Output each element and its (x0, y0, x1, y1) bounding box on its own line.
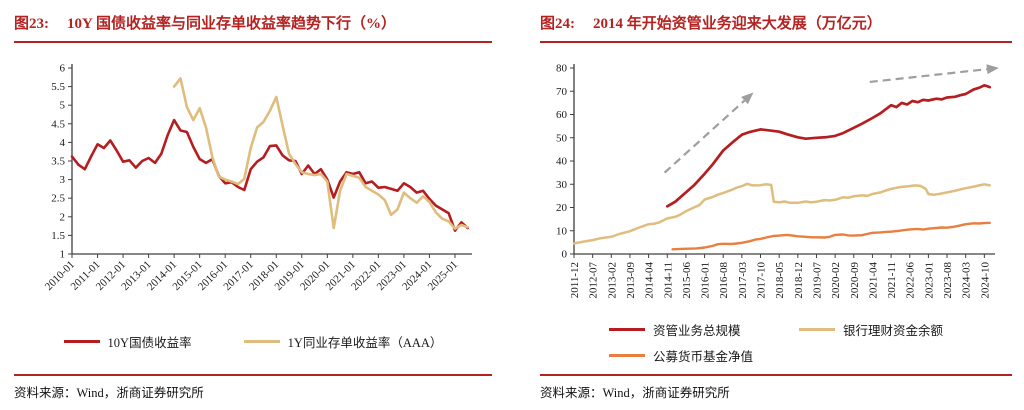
svg-text:2016-08: 2016-08 (718, 262, 730, 299)
legend-swatch-gold-line (799, 328, 835, 331)
source-text: 资料来源：Wind，浙商证券研究所 (540, 386, 730, 400)
svg-text:2020-02: 2020-02 (830, 262, 842, 299)
legend-swatch-gold-line (243, 340, 280, 343)
svg-text:2013-09: 2013-09 (625, 262, 637, 299)
legend-label: 10Y国债收益率 (107, 336, 192, 350)
svg-text:2021-11: 2021-11 (886, 262, 898, 298)
svg-text:1.5: 1.5 (51, 230, 65, 242)
svg-text:2018-12: 2018-12 (793, 262, 805, 299)
svg-text:5: 5 (60, 100, 66, 112)
svg-text:2014-04: 2014-04 (644, 262, 656, 299)
legend-label: 资管业务总规模 (652, 324, 741, 338)
legend-label: 1Y同业存单收益率（AAA） (287, 336, 443, 350)
legend-swatch-red-line (63, 340, 100, 343)
svg-text:2021-04: 2021-04 (867, 262, 879, 299)
figure-23-title-text: 10Y 国债收益率与同业存单收益率趋势下行（%） (67, 16, 397, 32)
bond-yield-line-chart: 11.522.533.544.555.562010-012011-012012-… (43, 63, 472, 293)
legend-label: 银行理财资金余额 (843, 324, 944, 338)
svg-text:10: 10 (556, 225, 568, 237)
svg-text:6: 6 (60, 63, 66, 75)
svg-text:20: 20 (556, 202, 568, 214)
svg-text:60: 60 (556, 109, 568, 121)
legend-swatch-red-line (608, 328, 645, 331)
figure-24-title-text: 2014 年开始资管业务迎来大发展（万亿元） (593, 16, 882, 32)
figure-23-title: 图23: 10Y 国债收益率与同业存单收益率趋势下行（%） (14, 14, 492, 44)
svg-text:40: 40 (556, 156, 568, 168)
svg-text:2023-01: 2023-01 (923, 262, 935, 299)
svg-text:2017-03: 2017-03 (737, 262, 749, 299)
asset-management-line-chart: 0 10 20 30 40 50 60 70 80 2011-12 2012-07 2013-02 20… (556, 63, 999, 299)
svg-text:2018-05: 2018-05 (774, 262, 786, 299)
legend-item-am-total: 资管业务总规模 (608, 320, 753, 339)
legend-swatch-orange-line (608, 354, 645, 357)
figure-23-legend: 10Y国债收益率 1Y同业存单收益率（AAA） (14, 332, 492, 351)
figure-23-label: 图23: (14, 16, 49, 32)
legend-label: 公募货币基金净值 (652, 350, 753, 364)
svg-text:70: 70 (556, 86, 568, 98)
legend-item-money-fund: 公募货币基金净值 (608, 346, 753, 365)
svg-text:2023-08: 2023-08 (942, 262, 954, 299)
legend-item-1y-ncd: 1Y同业存单收益率（AAA） (243, 332, 443, 351)
svg-text:3: 3 (60, 174, 66, 186)
legend-item-10y-bond: 10Y国债收益率 (63, 332, 192, 351)
svg-text:2: 2 (60, 211, 66, 223)
svg-text:2012-07: 2012-07 (588, 262, 600, 299)
svg-text:2015-06: 2015-06 (681, 262, 693, 299)
svg-text:4: 4 (60, 137, 66, 149)
svg-text:80: 80 (556, 63, 568, 75)
svg-text:50: 50 (556, 132, 568, 144)
svg-text:2022-06: 2022-06 (905, 262, 917, 299)
figure-23: 图23: 10Y 国债收益率与同业存单收益率趋势下行（%） 1 1.5 2 2.5 3 3… (14, 14, 492, 400)
svg-text:2011-12: 2011-12 (569, 262, 581, 298)
figure-24-title: 图24: 2014 年开始资管业务迎来大发展（万亿元） (540, 14, 1012, 44)
svg-text:2016-01: 2016-01 (700, 262, 712, 299)
figure-24-label: 图24: (540, 16, 575, 32)
svg-text:0: 0 (562, 249, 568, 261)
figure-24-source-row: 资料来源：Wind，浙商证券研究所 (540, 374, 1012, 401)
figure-24: 图24: 2014 年开始资管业务迎来大发展（万亿元） 0 10 20 30 40 50 6… (540, 14, 1012, 400)
svg-text:2.5: 2.5 (51, 193, 65, 205)
svg-text:2024-03: 2024-03 (961, 262, 973, 299)
svg-text:2013-02: 2013-02 (606, 262, 618, 299)
svg-text:3.5: 3.5 (51, 156, 65, 168)
svg-text:2019-07: 2019-07 (811, 262, 823, 299)
svg-text:2024-10: 2024-10 (979, 262, 991, 299)
svg-text:2017-10: 2017-10 (756, 262, 768, 299)
svg-text:2014-11: 2014-11 (662, 262, 674, 298)
legend-item-bank-wmp: 银行理财资金余额 (799, 320, 943, 339)
svg-text:2020-09: 2020-09 (849, 262, 861, 299)
figure-24-legend: 资管业务总规模 银行理财资金余额 公募货币基金净值 (540, 320, 1012, 365)
figure-23-source-row: 资料来源：Wind，浙商证券研究所 (14, 374, 492, 401)
svg-text:30: 30 (556, 179, 568, 191)
svg-text:4.5: 4.5 (51, 118, 65, 130)
svg-text:5.5: 5.5 (51, 81, 65, 93)
source-text: 资料来源：Wind，浙商证券研究所 (14, 386, 204, 400)
svg-text:1: 1 (60, 249, 66, 261)
